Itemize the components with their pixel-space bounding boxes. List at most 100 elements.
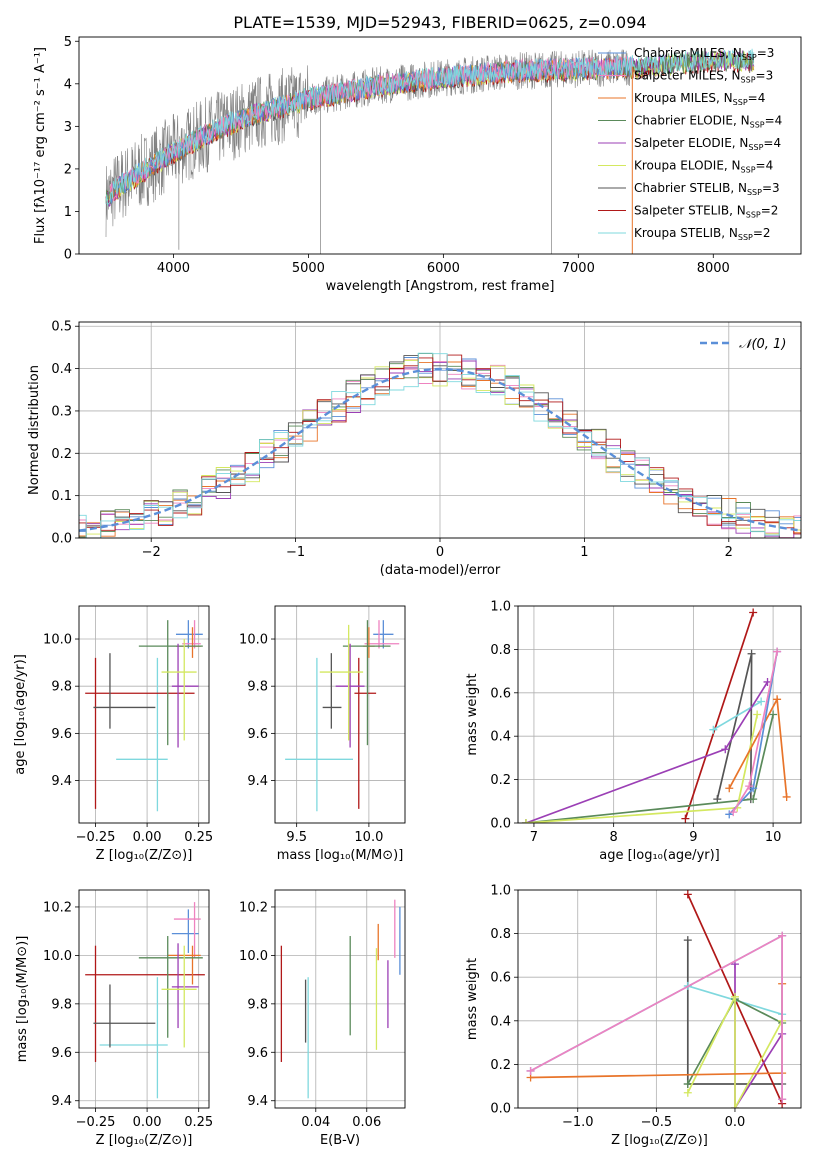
x-tick-label: 9 (689, 830, 697, 845)
plot-frame (78, 321, 802, 539)
y-tick-label: 9.6 (51, 727, 72, 742)
y-tick-label: 3 (64, 120, 72, 135)
weight-marker (683, 890, 692, 899)
y-tick-label: 1 (64, 205, 72, 220)
legend-label: Kroupa STELIB, NSSP=2 (634, 226, 771, 242)
weight-marker (681, 814, 690, 823)
weight-marker (729, 808, 738, 817)
y-tick-label: 10.0 (43, 633, 72, 648)
y-tick-label: 9.4 (247, 774, 268, 789)
legend-label-normal: 𝒩(0, 1) (739, 337, 786, 352)
y-tick-label: 0.0 (490, 1102, 511, 1117)
x-tick-label: 0.25 (184, 1115, 213, 1130)
weight-marker (526, 1066, 535, 1075)
weight-marker (778, 1095, 787, 1104)
y-tick-label: 0.8 (490, 927, 511, 942)
y-axis-label: age [log₁₀(age/yr)] (13, 654, 28, 775)
y-tick-label: 1.0 (490, 600, 511, 615)
y-tick-label: 9.4 (51, 774, 72, 789)
normal-curve (79, 367, 801, 532)
weight-marker (773, 647, 782, 656)
weight-marker (709, 725, 718, 734)
y-tick-label: 9.6 (247, 1046, 268, 1061)
legend-label: Chabrier ELODIE, NSSP=4 (634, 114, 782, 130)
weight-marker (757, 697, 766, 706)
y-tick-label: 1.0 (490, 884, 511, 899)
y-tick-label: 9.6 (51, 1046, 72, 1061)
weight-marker (749, 608, 758, 617)
y-tick-label: 0.2 (490, 1058, 511, 1073)
legend-label: Kroupa MILES, NSSP=4 (634, 91, 765, 107)
y-tick-label: 9.8 (247, 997, 268, 1012)
model-kroupa_stelib (105, 48, 755, 207)
y-tick-label: 10.0 (239, 949, 268, 964)
axes-mass_vs_Z: −0.25 0.00 0.25 9.4 9.6 9.8 10.0 10.2 Z [log₁₀(Z… (15, 890, 213, 1148)
x-tick-label: 0.04 (301, 1115, 330, 1130)
y-tick-label: 0.5 (51, 320, 72, 335)
x-tick-label: −0.5 (641, 1115, 673, 1130)
plot-frame (274, 889, 406, 1109)
x-tick-label: 9.5 (286, 830, 307, 845)
y-tick-label: 0.8 (490, 643, 511, 658)
weight-marker (521, 819, 530, 823)
x-tick-label: 0.25 (184, 830, 213, 845)
x-tick-label: 6000 (427, 261, 460, 276)
plot-area-mass_vs_ebv (280, 899, 401, 1099)
x-axis-label: Z [log₁₀(Z/Z⊙)] (96, 848, 193, 863)
y-tick-label: 5 (64, 35, 72, 50)
y-tick-label: 2 (64, 162, 72, 177)
y-tick-label: 9.8 (51, 997, 72, 1012)
y-axis-label: mass [log₁₀(M/M⊙)] (15, 936, 30, 1063)
weight-marker (713, 795, 722, 804)
weight-marker (683, 1088, 692, 1097)
histogram-salpeter_stelib (79, 354, 801, 535)
weight-marker (730, 992, 739, 1001)
plot-frame (517, 889, 802, 1109)
y-tick-label: 0.0 (51, 532, 72, 547)
plot-frame (274, 605, 406, 824)
weight-marker (683, 1080, 692, 1089)
model-salpeter_miles (109, 55, 633, 202)
axes-weight_vs_age: 7 8 9 10 0.0 0.2 0.4 0.6 0.8 1.0 age [log₁₀(age/yr… (465, 600, 801, 863)
plot-frame (517, 605, 802, 824)
x-tick-label: 1 (580, 545, 588, 560)
legend-label: Salpeter ELODIE, NSSP=4 (634, 136, 781, 152)
weight-marker (721, 745, 730, 754)
axes-age_vs_Z: −0.25 0.00 0.25 9.4 9.6 9.8 10.0 Z [log₁₀(Z/Z⊙)… (13, 606, 213, 863)
y-tick-label: 0.6 (490, 686, 511, 701)
y-tick-label: 0 (64, 248, 72, 263)
legend-label: Chabrier STELIB, NSSP=3 (634, 181, 780, 197)
x-axis-label: (data-model)/error (380, 563, 501, 578)
weight-line-kroupa_elodie (525, 714, 759, 823)
spectrum-legend: Chabrier MILES, NSSP=3 Salpeter MILES, NS… (598, 46, 782, 242)
plot-area-weight_vs_Z (526, 890, 787, 1108)
x-tick-label: 0.06 (352, 1115, 381, 1130)
x-tick-label: 5000 (292, 261, 325, 276)
y-axis-label: mass weight (465, 958, 480, 1040)
y-tick-label: 10.0 (239, 633, 268, 648)
weight-marker (730, 1104, 739, 1108)
y-tick-label: 10.0 (43, 949, 72, 964)
y-tick-label: 9.8 (247, 680, 268, 695)
axes-residuals: −2 −1 0 1 2 0.0 0.1 0.2 0.3 0.4 0.5 (data-model)/er… (27, 320, 801, 578)
chart-layer: 4000 5000 6000 7000 8000 0 1 2 3 4 5 wavelength [An… (13, 35, 802, 1148)
legend-label: Chabrier MILES, NSSP=3 (634, 46, 774, 62)
y-tick-label: 9.8 (51, 680, 72, 695)
weight-marker (749, 795, 758, 804)
plot-area-age_vs_mass (285, 620, 400, 812)
y-tick-label: 9.6 (247, 727, 268, 742)
y-tick-label: 0.0 (490, 817, 511, 832)
weight-marker (683, 936, 692, 945)
x-tick-label: 0.0 (725, 1115, 746, 1130)
x-axis-label: Z [log₁₀(Z/Z⊙)] (96, 1133, 193, 1148)
x-axis-label: wavelength [Angstrom, rest frame] (326, 279, 555, 294)
legend-label: Salpeter MILES, NSSP=3 (634, 69, 773, 85)
weight-marker (725, 784, 734, 793)
plot-frame (78, 36, 802, 255)
x-tick-label: 8000 (697, 261, 730, 276)
x-tick-label: 4000 (157, 261, 190, 276)
plot-area-weight_vs_age (521, 608, 791, 823)
x-axis-label: age [log₁₀(age/yr)] (599, 848, 720, 863)
weight-marker (745, 782, 754, 791)
